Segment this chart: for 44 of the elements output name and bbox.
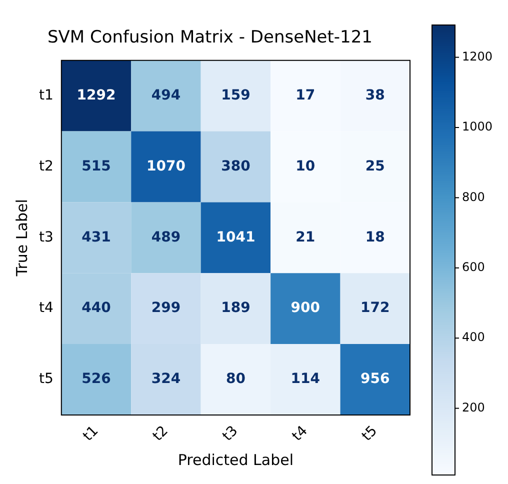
x-tick-label: t5 xyxy=(359,422,381,444)
data-label: 1041 xyxy=(216,229,256,246)
data-label: 1292 xyxy=(76,87,116,104)
data-label: 159 xyxy=(221,87,250,104)
color-bar-label: 400 xyxy=(462,330,485,344)
chart-title: SVM Confusion Matrix - DenseNet-121 xyxy=(48,28,372,48)
x-axis-title: Predicted Label xyxy=(178,450,294,469)
data-label: 515 xyxy=(82,158,111,174)
color-bar-label: 1200 xyxy=(462,49,493,64)
data-label: 80 xyxy=(226,371,246,388)
x-tick-label: t1 xyxy=(80,422,102,444)
y-tick-label: t3 xyxy=(38,229,54,246)
color-bar-label: 200 xyxy=(462,400,485,414)
data-label: 431 xyxy=(82,229,111,246)
data-label: 1070 xyxy=(146,158,186,174)
data-label: 324 xyxy=(151,371,181,388)
data-label: 10 xyxy=(296,158,316,174)
y-axis-title: True Label xyxy=(12,199,31,278)
data-label: 440 xyxy=(82,300,112,316)
color-bar-label: 800 xyxy=(462,190,485,204)
data-label: 900 xyxy=(290,300,320,316)
data-label: 25 xyxy=(365,158,385,174)
y-tick-label: t2 xyxy=(38,158,54,174)
data-label: 380 xyxy=(221,158,251,174)
data-label: 114 xyxy=(290,371,320,388)
data-label: 38 xyxy=(365,87,385,104)
data-label: 956 xyxy=(360,371,390,388)
y-tick-label: t4 xyxy=(38,300,54,316)
x-tick-label: t3 xyxy=(220,422,242,444)
data-label: 189 xyxy=(221,300,250,316)
data-label: 18 xyxy=(365,229,385,246)
data-label: 172 xyxy=(360,300,390,316)
y-tick-label: t1 xyxy=(38,87,54,104)
data-label: 21 xyxy=(296,229,316,246)
data-label: 494 xyxy=(151,87,181,104)
data-label: 17 xyxy=(296,87,316,104)
color-bar-label: 1000 xyxy=(462,120,493,134)
x-tick-label: t2 xyxy=(150,422,172,444)
data-label: 526 xyxy=(82,371,111,388)
x-tick-label: t4 xyxy=(289,422,311,444)
y-tick-label: t5 xyxy=(38,371,54,388)
data-label: 299 xyxy=(151,300,181,316)
color-bar-label: 600 xyxy=(462,260,485,274)
data-label: 489 xyxy=(151,229,181,246)
